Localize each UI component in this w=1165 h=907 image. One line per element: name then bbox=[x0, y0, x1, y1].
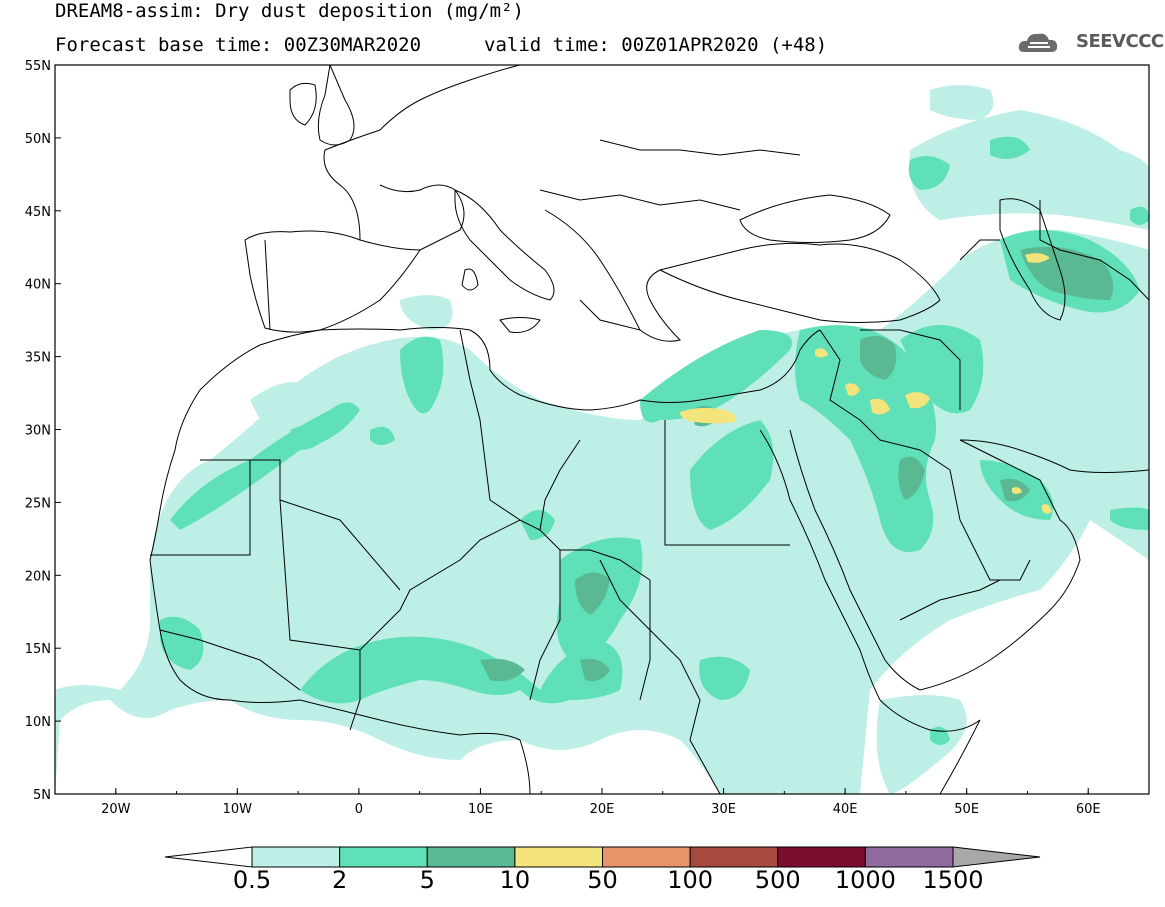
colorbar-level-label: 100 bbox=[667, 866, 714, 894]
colorbar-over-triangle bbox=[952, 846, 1041, 868]
lat-tick-label: 20N bbox=[25, 569, 51, 584]
lat-tick-label: 55N bbox=[25, 59, 51, 74]
latitude-axis: 55N 50N 45N 40N 35N 30N 25N 20N 15N 10N 5N bbox=[25, 59, 61, 803]
lon-tick-label: 10E bbox=[468, 802, 493, 817]
colorbar-cell bbox=[426, 846, 516, 868]
colorbar-cell bbox=[689, 846, 779, 868]
lat-tick-label: 15N bbox=[25, 642, 51, 657]
lon-tick-label: 10W bbox=[223, 802, 253, 817]
lon-tick-label: 40E bbox=[833, 802, 858, 817]
colorbar-under-triangle bbox=[164, 846, 253, 868]
valid-time: valid time: 00Z01APR2020 (+48) bbox=[484, 34, 828, 56]
lat-tick-label: 25N bbox=[25, 496, 51, 511]
lon-tick-label: 0 bbox=[355, 802, 363, 817]
lat-tick-label: 40N bbox=[25, 278, 51, 293]
colorbar-cell bbox=[602, 846, 691, 868]
colorbar-level-label: 500 bbox=[754, 866, 801, 894]
lon-tick-label: 60E bbox=[1076, 802, 1101, 817]
map-title: DREAM8-assim: Dry dust deposition (mg/m²… bbox=[55, 0, 524, 22]
longitude-axis: 20W 10W 0 10E 20E 30E 40E 50E 60E bbox=[54, 788, 1150, 817]
lon-tick-label: 30E bbox=[711, 802, 736, 817]
colorbar-cell bbox=[251, 846, 341, 868]
coastlines-and-borders bbox=[149, 65, 1149, 794]
lat-tick-label: 5N bbox=[33, 788, 51, 803]
colorbar-level-label: 2 bbox=[331, 866, 348, 894]
colorbar-cell bbox=[514, 846, 603, 868]
lat-tick-label: 45N bbox=[25, 205, 51, 220]
dust-field bbox=[55, 85, 1149, 794]
lat-tick-label: 10N bbox=[25, 715, 51, 730]
colorbar-level-label: 1500 bbox=[922, 866, 984, 894]
lat-tick-label: 30N bbox=[25, 424, 51, 439]
lon-tick-label: 20W bbox=[101, 802, 131, 817]
colorbar-level-label: 5 bbox=[419, 866, 435, 894]
lon-tick-label: 20E bbox=[590, 802, 615, 817]
colorbar-level-label: 50 bbox=[587, 866, 618, 894]
colorbar-cell bbox=[864, 846, 954, 868]
lon-tick-label: 50E bbox=[954, 802, 979, 817]
colorbar-level-label: 10 bbox=[499, 866, 531, 894]
colorbar-cell bbox=[777, 846, 866, 868]
lat-tick-label: 35N bbox=[25, 351, 51, 366]
colorbar-level-label: 0.5 bbox=[232, 866, 272, 894]
colorbar-cell bbox=[339, 846, 428, 868]
forecast-base-time: Forecast base time: 00Z30MAR2020 bbox=[55, 34, 422, 56]
colorbar-level-label: 1000 bbox=[834, 866, 896, 894]
cloud-icon bbox=[1018, 33, 1058, 52]
logo-text: SEEVCCC bbox=[1076, 31, 1164, 52]
lat-tick-label: 50N bbox=[25, 132, 51, 147]
